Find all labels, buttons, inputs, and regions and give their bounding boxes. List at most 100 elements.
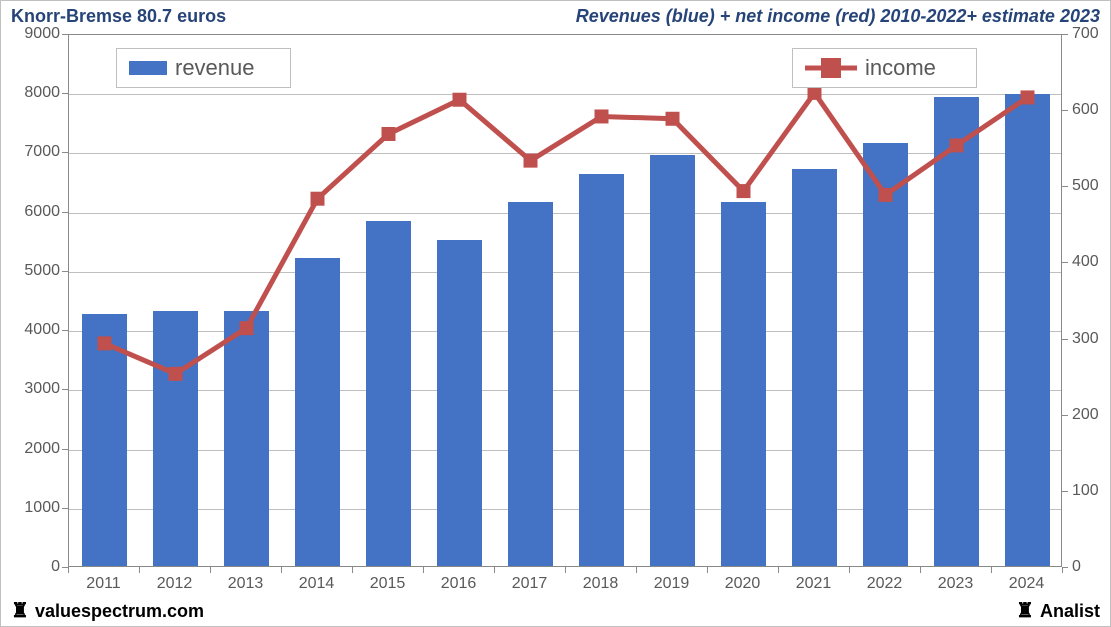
y-axis-left-label: 4000 [10,321,60,339]
revenue-bar [792,169,836,566]
x-tick [423,567,424,573]
gridline [69,450,1061,451]
revenue-bar [153,311,197,566]
footer-left-text: valuespectrum.com [35,601,204,622]
y-axis-left-label: 9000 [10,25,60,43]
gridline [69,390,1061,391]
footer-left: ♜ valuespectrum.com [11,601,204,622]
y-tick-left [62,330,68,331]
y-tick-left [62,449,68,450]
x-axis-label: 2021 [796,575,832,593]
income-marker [595,109,609,123]
x-tick [352,567,353,573]
gridline [69,272,1061,273]
y-axis-left-label: 6000 [10,203,60,221]
rook-icon: ♜ [11,601,29,621]
income-marker [311,192,325,206]
y-axis-left-label: 5000 [10,262,60,280]
x-tick [920,567,921,573]
revenue-bar [1005,94,1049,566]
revenue-bar [650,155,694,566]
x-axis-label: 2023 [938,575,974,593]
x-axis-label: 2016 [441,575,477,593]
revenue-bar [579,174,623,566]
gridline [69,331,1061,332]
gridline [69,94,1061,95]
legend-income: income [792,48,977,88]
x-tick [849,567,850,573]
y-axis-left-label: 7000 [10,143,60,161]
y-axis-right-label: 400 [1072,253,1111,271]
x-axis-label: 2012 [157,575,193,593]
footer-right: ♜ Analist [1016,601,1100,622]
chart-header: Knorr-Bremse 80.7 euros Revenues (blue) … [1,1,1110,29]
x-axis-label: 2017 [512,575,548,593]
x-tick [1062,567,1063,573]
y-tick-right [1062,415,1068,416]
x-axis-label: 2019 [654,575,690,593]
x-tick [707,567,708,573]
y-axis-right-label: 500 [1072,177,1111,195]
y-axis-right-label: 600 [1072,101,1111,119]
legend-revenue-label: revenue [175,55,255,81]
revenue-bar [295,258,339,566]
revenue-bar [721,202,765,566]
x-tick [636,567,637,573]
x-axis-label: 2015 [370,575,406,593]
header-right-title: Revenues (blue) + net income (red) 2010-… [576,6,1100,27]
x-axis-label: 2020 [725,575,761,593]
legend-revenue-swatch [129,61,167,75]
revenue-bar [224,311,268,566]
y-axis-left-label: 1000 [10,499,60,517]
gridline [69,153,1061,154]
revenue-bar [366,221,410,566]
x-tick [281,567,282,573]
y-axis-left-label: 0 [10,558,60,576]
footer-right-text: Analist [1040,601,1100,622]
x-tick [565,567,566,573]
x-axis-label: 2011 [86,575,120,593]
revenue-bar [508,202,552,566]
y-axis-right-label: 200 [1072,406,1111,424]
revenue-bar [934,97,978,566]
plot-area [68,34,1062,567]
x-tick [494,567,495,573]
revenue-bar [82,314,126,566]
income-marker [524,154,538,168]
x-axis-label: 2022 [867,575,903,593]
x-tick [139,567,140,573]
y-axis-right-label: 0 [1072,558,1111,576]
y-axis-right-label: 700 [1072,25,1111,43]
x-axis-label: 2013 [228,575,264,593]
y-tick-right [1062,186,1068,187]
x-tick [68,567,69,573]
y-tick-right [1062,491,1068,492]
legend-income-swatch [805,58,857,78]
y-tick-left [62,271,68,272]
rook-icon: ♜ [1016,601,1034,621]
header-left-title: Knorr-Bremse 80.7 euros [11,6,226,27]
y-tick-right [1062,34,1068,35]
x-axis-label: 2024 [1009,575,1045,593]
income-marker [666,112,680,126]
x-tick [991,567,992,573]
y-axis-right-label: 300 [1072,330,1111,348]
y-tick-left [62,508,68,509]
x-axis-label: 2018 [583,575,619,593]
chart-container: Knorr-Bremse 80.7 euros Revenues (blue) … [0,0,1111,627]
chart-footer: ♜ valuespectrum.com ♜ Analist [1,598,1110,626]
x-tick [778,567,779,573]
legend-income-label: income [865,55,936,81]
y-tick-left [62,152,68,153]
y-tick-left [62,93,68,94]
gridline [69,213,1061,214]
y-axis-left-label: 2000 [10,440,60,458]
gridline [69,509,1061,510]
y-axis-left-label: 3000 [10,380,60,398]
revenue-bar [863,143,907,566]
y-tick-left [62,389,68,390]
y-tick-right [1062,339,1068,340]
revenue-bar [437,240,481,566]
legend-revenue: revenue [116,48,291,88]
y-axis-right-label: 100 [1072,482,1111,500]
